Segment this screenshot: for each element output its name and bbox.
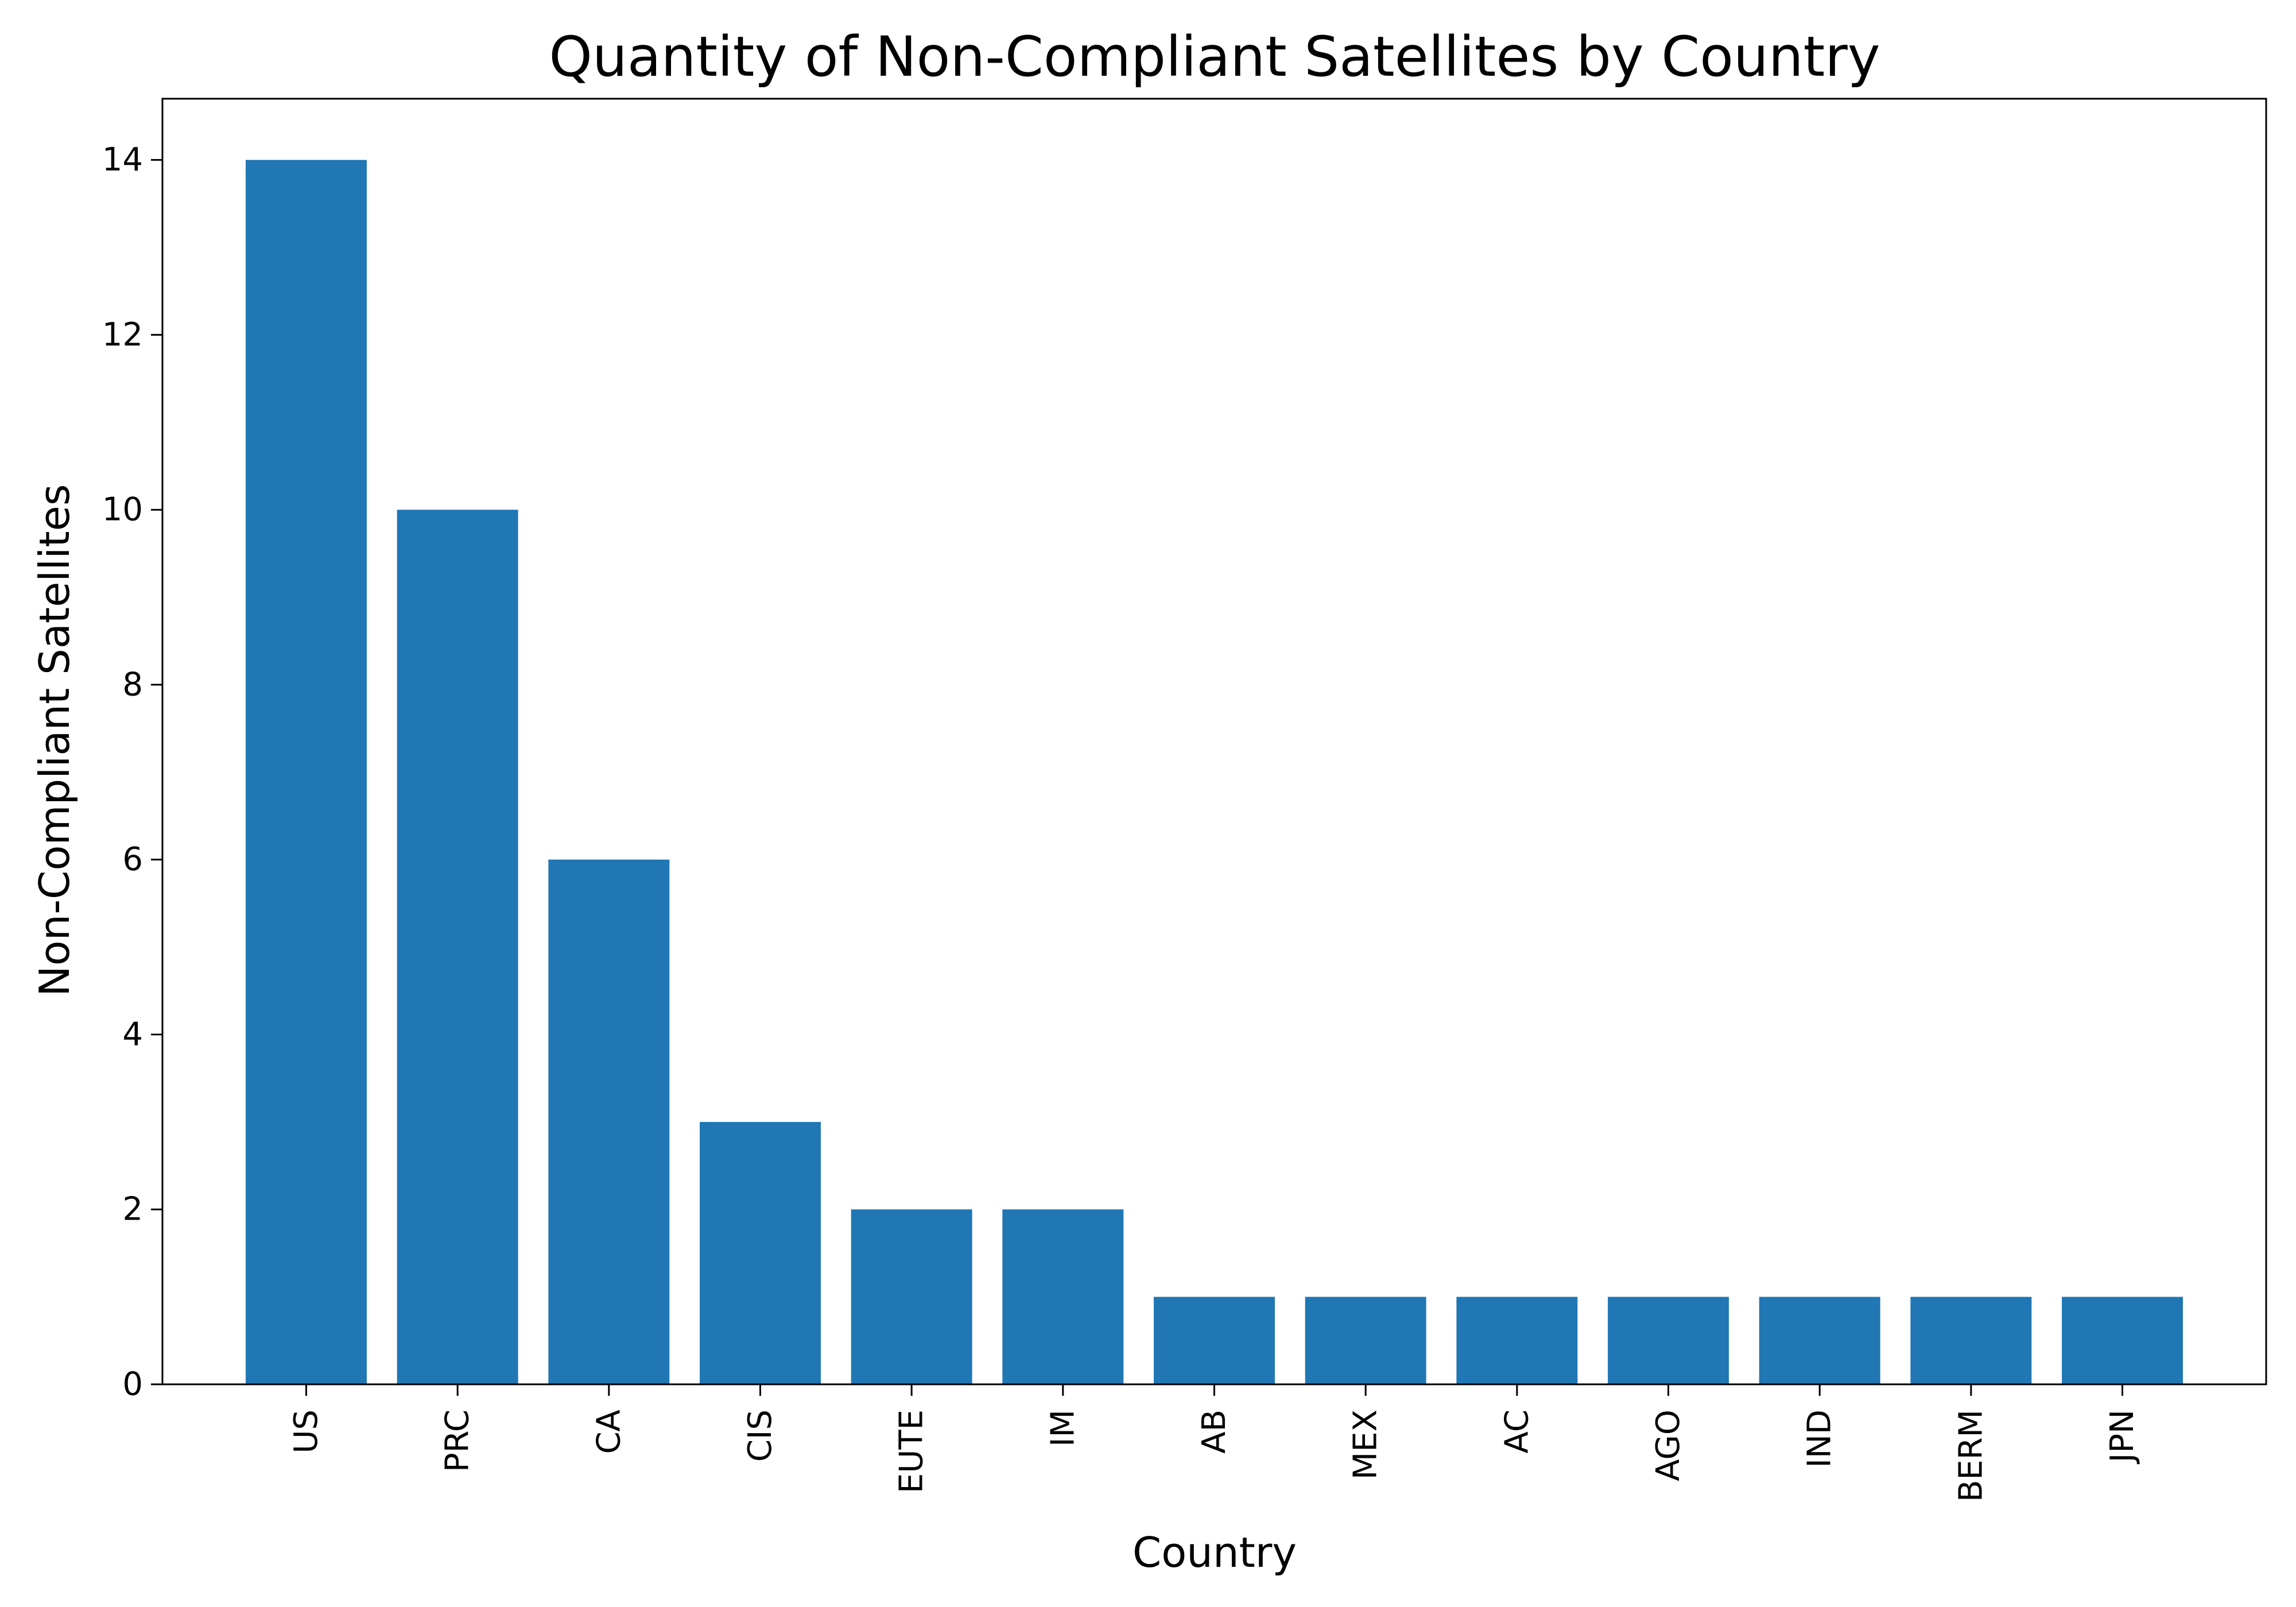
x-tick-label-us: US (288, 1410, 325, 1454)
x-tick-label-ac: AC (1498, 1410, 1535, 1453)
bar-jpn (2062, 1297, 2183, 1384)
y-tick-label: 12 (102, 316, 143, 354)
x-tick-label-mex: MEX (1347, 1410, 1384, 1480)
x-axis-label: Country (1133, 1528, 1297, 1577)
bar-im (1002, 1209, 1124, 1384)
bar-prc (397, 510, 518, 1385)
bar-ab (1154, 1297, 1275, 1384)
bar-cis (700, 1121, 821, 1384)
x-tick-label-ab: AB (1196, 1410, 1233, 1454)
plot-frame (161, 98, 2267, 1385)
y-tick-label: 8 (122, 666, 143, 703)
y-tick-label: 10 (102, 491, 143, 529)
y-tick-label: 6 (122, 841, 143, 878)
bar-ca (548, 859, 670, 1384)
x-tick-label-berm: BERM (1952, 1410, 1989, 1502)
bar-berm (1910, 1297, 2032, 1384)
plot-area: 0 2 4 6 8 10 12 14 US PRC CA CIS EUTE IM AB MEX AC AGO IND… (102, 98, 2267, 1502)
x-tick-label-ago: AGO (1650, 1410, 1687, 1481)
chart-title: Quantity of Non-Compliant Satellites by … (549, 25, 1880, 89)
x-tick-label-ind: IND (1801, 1410, 1839, 1468)
x-tick-label-prc: PRC (439, 1410, 476, 1472)
y-tick-label: 0 (122, 1366, 143, 1403)
y-tick-label: 2 (122, 1191, 143, 1228)
bar-us (246, 160, 367, 1384)
bar-ind (1759, 1297, 1880, 1384)
bar-ago (1608, 1297, 1729, 1384)
x-tick-label-im: IM (1044, 1410, 1081, 1447)
x-tick-label-eute: EUTE (893, 1410, 930, 1493)
bar-eute (851, 1209, 972, 1384)
y-axis-label: Non-Compliant Satellites (30, 484, 79, 997)
x-tick-label-jpn: JPN (2104, 1410, 2141, 1464)
y-tick-label: 4 (122, 1016, 143, 1053)
bar-ac (1456, 1297, 1578, 1384)
y-tick-label: 14 (102, 141, 143, 178)
x-tick-label-ca: CA (590, 1410, 627, 1454)
bar-mex (1305, 1297, 1426, 1384)
x-tick-label-cis: CIS (742, 1410, 779, 1462)
